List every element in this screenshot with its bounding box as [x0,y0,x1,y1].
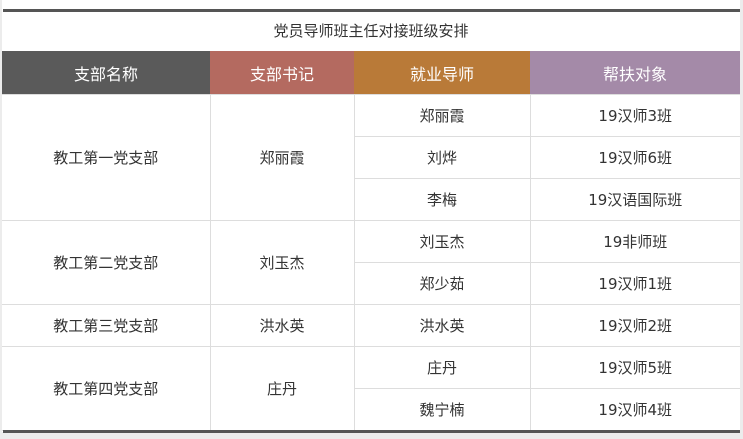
header-branch-name: 支部名称 [2,51,210,95]
target-cell: 19汉语国际班 [529,178,740,221]
mentor-cell: 郑少茹 [354,262,531,305]
branch-name-cell: 教工第一党支部 [2,94,211,221]
branch-name-cell: 教工第二党支部 [2,220,211,305]
table-row: 教工第二党支部 刘玉杰 刘玉杰 19非师班 [2,220,740,305]
arrangement-table-container: 党员导师班主任对接班级安排 支部名称 支部书记 就业导师 帮扶对象 教工第一党支部 郑丽… [2,0,740,433]
target-cell: 19汉师4班 [529,388,740,431]
mentor-cell: 洪水英 [353,304,531,347]
secretary-cell: 庄丹 [209,346,355,431]
arrangement-table: 支部名称 支部书记 就业导师 帮扶对象 教工第一党支部 郑丽霞 郑丽霞 19汉师3班 刘烨 19… [2,51,740,431]
table-row: 郑少茹 19汉师1班 [2,262,740,305]
target-cell: 19汉师2班 [529,304,740,347]
target-cell: 19非师班 [529,220,740,263]
target-cell: 19汉师5班 [529,346,740,389]
header-mentor: 就业导师 [354,51,530,95]
table-title: 党员导师班主任对接班级安排 [273,22,469,40]
mentor-cell: 李梅 [354,178,531,221]
target-cell: 19汉师6班 [529,136,740,179]
table-row: 魏宁楠 19汉师4班 [2,388,740,431]
bottom-divider [3,430,740,433]
table-row: 教工第三党支部 洪水英 洪水英 19汉师2班 [2,304,740,347]
secretary-cell: 洪水英 [209,304,355,347]
target-cell: 19汉师3班 [529,94,740,137]
mentor-cell: 刘玉杰 [353,220,531,263]
mentor-cell: 刘烨 [354,136,531,179]
table-row: 刘烨 19汉师6班 [2,136,740,179]
secretary-cell: 郑丽霞 [209,94,355,221]
table-row: 教工第一党支部 郑丽霞 郑丽霞 19汉师3班 [2,94,740,221]
mentor-cell: 庄丹 [353,346,531,389]
branch-name-cell: 教工第三党支部 [2,304,211,347]
target-cell: 19汉师1班 [529,262,740,305]
header-target: 帮扶对象 [530,51,740,95]
mentor-cell: 郑丽霞 [353,94,531,137]
branch-name-cell: 教工第四党支部 [2,346,211,431]
table-row: 教工第四党支部 庄丹 庄丹 19汉师5班 [2,346,740,431]
secretary-cell: 刘玉杰 [209,220,355,305]
header-secretary: 支部书记 [210,51,354,95]
top-divider [3,9,740,12]
mentor-cell: 魏宁楠 [354,388,531,431]
